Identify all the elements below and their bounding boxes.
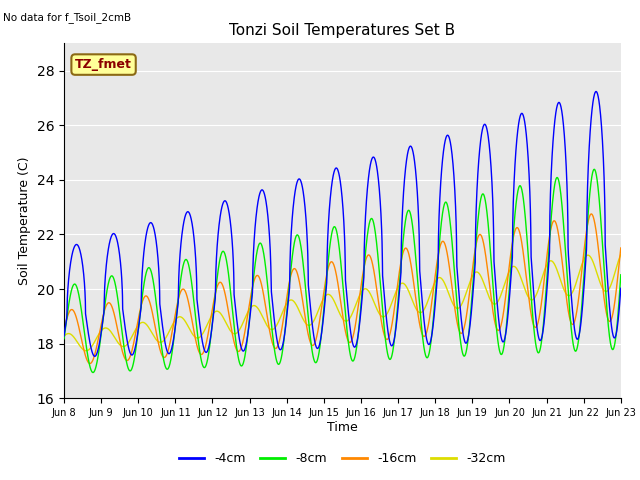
Text: No data for f_Tsoil_2cmB: No data for f_Tsoil_2cmB [3,12,131,23]
Text: TZ_fmet: TZ_fmet [75,58,132,71]
Legend: -4cm, -8cm, -16cm, -32cm: -4cm, -8cm, -16cm, -32cm [174,447,511,470]
Title: Tonzi Soil Temperatures Set B: Tonzi Soil Temperatures Set B [229,23,456,38]
Y-axis label: Soil Temperature (C): Soil Temperature (C) [18,156,31,285]
X-axis label: Time: Time [327,421,358,434]
